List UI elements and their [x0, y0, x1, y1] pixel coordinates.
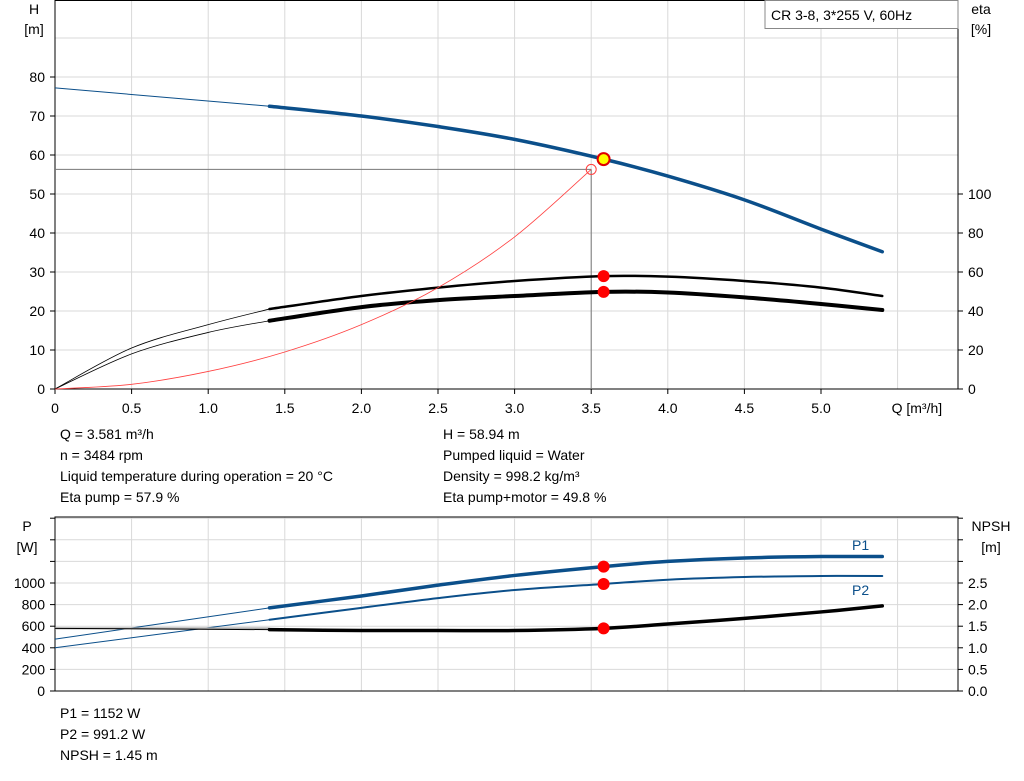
info-bottom: P1 = 1152 W P2 = 991.2 W NPSH = 1.45 m — [60, 703, 158, 766]
p-tick-label: 800 — [22, 597, 46, 613]
npsh-duty-marker — [597, 622, 610, 635]
npsh-tick-label: 1.0 — [968, 640, 988, 656]
info-eta-pump-motor: Eta pump+motor = 49.8 % — [443, 489, 607, 505]
npsh-tick-label: 0.0 — [968, 683, 988, 699]
info-density: Density = 998.2 kg/m³ — [443, 468, 580, 484]
x-tick-label: 4.0 — [658, 400, 678, 416]
top-plot-frame — [54, 0, 959, 390]
info-temperature: Liquid temperature during operation = 20… — [60, 468, 333, 484]
x-tick-label: 4.5 — [735, 400, 755, 416]
duty-point-marker — [596, 152, 611, 167]
info-speed: n = 3484 rpm — [60, 447, 143, 463]
y2-tick-label: 20 — [968, 342, 984, 358]
y2-axis-unit: [%] — [971, 21, 991, 37]
npsh-tick-label: 1.5 — [968, 618, 988, 634]
y2-axis-label: eta — [971, 1, 991, 17]
p-axis-unit: [W] — [17, 539, 38, 555]
info-liquid: Pumped liquid = Water — [443, 447, 585, 463]
pump-title: CR 3-8, 3*255 V, 60Hz — [771, 7, 912, 23]
y-tick-label: 70 — [29, 108, 45, 124]
info-top-left: Q = 3.581 m³/h n = 3484 rpm Liquid tempe… — [60, 424, 333, 508]
y-tick-label: 20 — [29, 303, 45, 319]
y2-tick-label: 80 — [968, 225, 984, 241]
eta-pump-curve-extrapolated-line — [54, 308, 270, 390]
system-curve-line — [54, 169, 592, 390]
eta-pump-motor-curve-extrapolated-line — [54, 320, 270, 390]
npsh-tick-label: 2.5 — [968, 575, 988, 591]
p-axis-label: P — [22, 518, 31, 534]
pump-title-box — [764, 0, 959, 29]
x-tick-label: 0.5 — [122, 400, 142, 416]
y-axis-label: H — [29, 1, 39, 17]
y2-tick-label: 0 — [968, 381, 976, 397]
y2-tick-label: 40 — [968, 303, 984, 319]
y-tick-label: 30 — [29, 264, 45, 280]
y2-tick-label: 60 — [968, 264, 984, 280]
npsh-curve-extrapolated-line — [54, 627, 270, 631]
x-tick-label: 1.0 — [198, 400, 218, 416]
npsh-axis-label: NPSH — [972, 518, 1011, 534]
head-curve-extrapolated-line — [54, 87, 270, 107]
p2-curve-extrapolated-line — [54, 619, 270, 649]
info-top-right: H = 58.94 m Pumped liquid = Water Densit… — [443, 424, 606, 508]
info-flow: Q = 3.581 m³/h — [60, 426, 154, 442]
x-tick-label: 2.5 — [428, 400, 448, 416]
y-tick-label: 10 — [29, 342, 45, 358]
y-tick-label: 0 — [37, 381, 45, 397]
x-axis-label: Q [m³/h] — [892, 400, 943, 416]
y-tick-label: 50 — [29, 186, 45, 202]
eta-pump-duty-marker — [597, 270, 610, 283]
p-tick-label: 0 — [37, 683, 45, 699]
p-tick-label: 1000 — [14, 575, 45, 591]
x-tick-label: 5.0 — [811, 400, 831, 416]
p2-label: P2 — [852, 582, 869, 598]
x-tick-label: 0 — [51, 400, 59, 416]
p-tick-label: 600 — [22, 618, 46, 634]
info-p1: P1 = 1152 W — [60, 705, 141, 721]
y-tick-label: 60 — [29, 147, 45, 163]
info-head: H = 58.94 m — [443, 426, 520, 442]
y-tick-label: 40 — [29, 225, 45, 241]
x-tick-label: 3.5 — [581, 400, 601, 416]
info-eta-pump: Eta pump = 57.9 % — [60, 489, 180, 505]
y2-tick-label: 100 — [968, 186, 992, 202]
bottom-plot-frame — [54, 516, 959, 692]
p1-curve-extrapolated-line — [54, 607, 270, 640]
y-tick-label: 80 — [29, 69, 45, 85]
y-axis-unit: [m] — [24, 21, 43, 37]
x-tick-label: 2.0 — [352, 400, 372, 416]
p-tick-label: 200 — [22, 661, 46, 677]
setpoint-marker — [585, 163, 597, 175]
p1-duty-marker — [597, 560, 610, 573]
x-tick-label: 3.0 — [505, 400, 525, 416]
x-tick-label: 1.5 — [275, 400, 295, 416]
p-tick-label: 400 — [22, 640, 46, 656]
p2-duty-marker — [597, 577, 610, 590]
p1-label: P1 — [852, 537, 869, 553]
eta-pump-motor-duty-marker — [597, 285, 610, 298]
npsh-tick-label: 0.5 — [968, 661, 988, 677]
npsh-tick-label: 2.0 — [968, 597, 988, 613]
info-p2: P2 = 991.2 W — [60, 726, 146, 742]
npsh-axis-unit: [m] — [981, 539, 1000, 555]
info-npsh: NPSH = 1.45 m — [60, 747, 158, 763]
